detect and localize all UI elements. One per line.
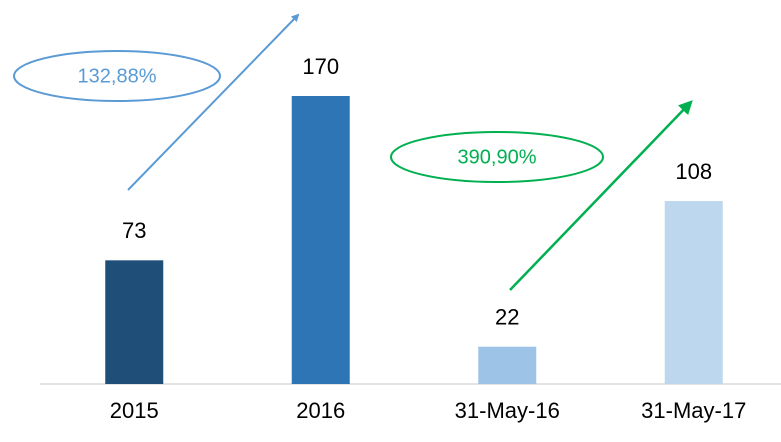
annotation: 390,90% [458,146,537,168]
x-tick-label: 31-May-17 [641,398,746,423]
arrow [509,100,693,291]
data-label: 73 [122,218,146,243]
data-label: 108 [675,159,712,184]
x-tick-label: 2015 [110,398,159,423]
x-tick-label: 31-May-16 [455,398,560,423]
data-label: 170 [302,54,339,79]
bar [664,201,723,384]
annotation: 132,88% [78,65,157,87]
arrow [127,13,300,191]
bar [105,260,164,384]
annotation-ellipse [13,50,221,102]
x-tick-label: 2016 [296,398,345,423]
data-label: 22 [495,305,519,330]
bar [478,346,537,384]
annotation-ellipse [390,131,604,183]
bar [291,96,350,384]
